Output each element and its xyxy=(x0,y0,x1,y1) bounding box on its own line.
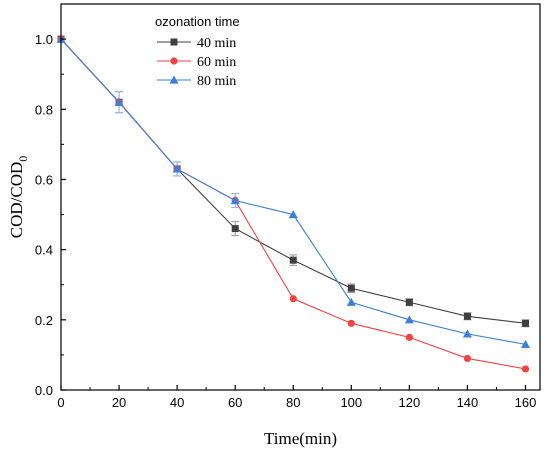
x-axis-title: Time(min) xyxy=(264,429,337,448)
legend-title: ozonation time xyxy=(155,14,240,29)
y-tick-label: 1.0 xyxy=(35,32,53,47)
x-tick-label: 60 xyxy=(228,395,242,410)
series-line xyxy=(60,38,526,324)
x-tick-label: 120 xyxy=(399,395,421,410)
data-point-circle xyxy=(405,333,413,341)
data-point-triangle xyxy=(230,196,240,205)
data-point-triangle xyxy=(288,210,298,219)
data-point-square xyxy=(521,319,529,327)
y-tick-label: 0.0 xyxy=(35,383,53,398)
x-tick-label: 80 xyxy=(286,395,300,410)
series-60-min xyxy=(57,35,530,373)
legend: ozonation time 40 min 60 min 80 min xyxy=(155,14,240,89)
data-point-circle xyxy=(170,57,178,65)
data-point-square xyxy=(231,225,239,233)
series-80-min xyxy=(56,34,530,348)
data-point-triangle xyxy=(404,315,414,324)
y-axis-title-subscript: 0 xyxy=(16,156,30,162)
y-axis-title: COD/COD0 xyxy=(7,156,30,239)
series-line xyxy=(60,38,526,370)
data-point-triangle xyxy=(520,339,530,348)
x-tick-label: 100 xyxy=(340,395,362,410)
data-point-triangle xyxy=(172,164,182,173)
legend-label: 40 min xyxy=(197,36,236,51)
data-point-triangle xyxy=(462,329,472,338)
y-tick-label: 0.2 xyxy=(35,313,53,328)
data-point-square xyxy=(347,284,355,292)
plot-frame xyxy=(60,3,541,391)
axis-layer: 0 20 40 60 80 100 120 140 160 0.0 0.2 0.4 0.6 0.8 1.0 xyxy=(35,3,541,410)
legend-label: 80 min xyxy=(197,74,236,89)
x-tick-label: 0 xyxy=(57,395,64,410)
x-tick-label: 160 xyxy=(515,395,537,410)
y-tick-label: 0.8 xyxy=(35,102,53,117)
data-point-circle xyxy=(463,354,472,363)
data-point-square xyxy=(170,38,178,46)
x-tick-label: 140 xyxy=(457,395,479,410)
data-point-square xyxy=(463,312,471,320)
plot-layer xyxy=(56,34,530,373)
series-40-min xyxy=(57,35,530,328)
legend-item-40-min: 40 min xyxy=(157,36,236,51)
legend-item-80-min: 80 min xyxy=(157,74,236,89)
y-axis-title-main: COD/COD xyxy=(7,162,26,239)
data-point-square xyxy=(405,298,413,306)
y-axis-title-group: COD/COD0 xyxy=(7,156,30,239)
y-tick-label: 0.6 xyxy=(35,172,53,187)
data-point-square xyxy=(289,256,297,264)
data-point-triangle xyxy=(169,75,179,84)
data-point-circle xyxy=(347,319,355,327)
data-point-circle xyxy=(521,365,530,373)
data-point-triangle xyxy=(346,297,356,306)
legend-label: 60 min xyxy=(197,55,236,70)
legend-item-60-min: 60 min xyxy=(157,55,236,70)
data-point-triangle xyxy=(114,97,124,106)
x-tick-label: 20 xyxy=(112,395,126,410)
data-point-circle xyxy=(289,295,297,303)
y-tick-label: 0.4 xyxy=(35,243,53,258)
x-tick-label: 40 xyxy=(170,395,184,410)
